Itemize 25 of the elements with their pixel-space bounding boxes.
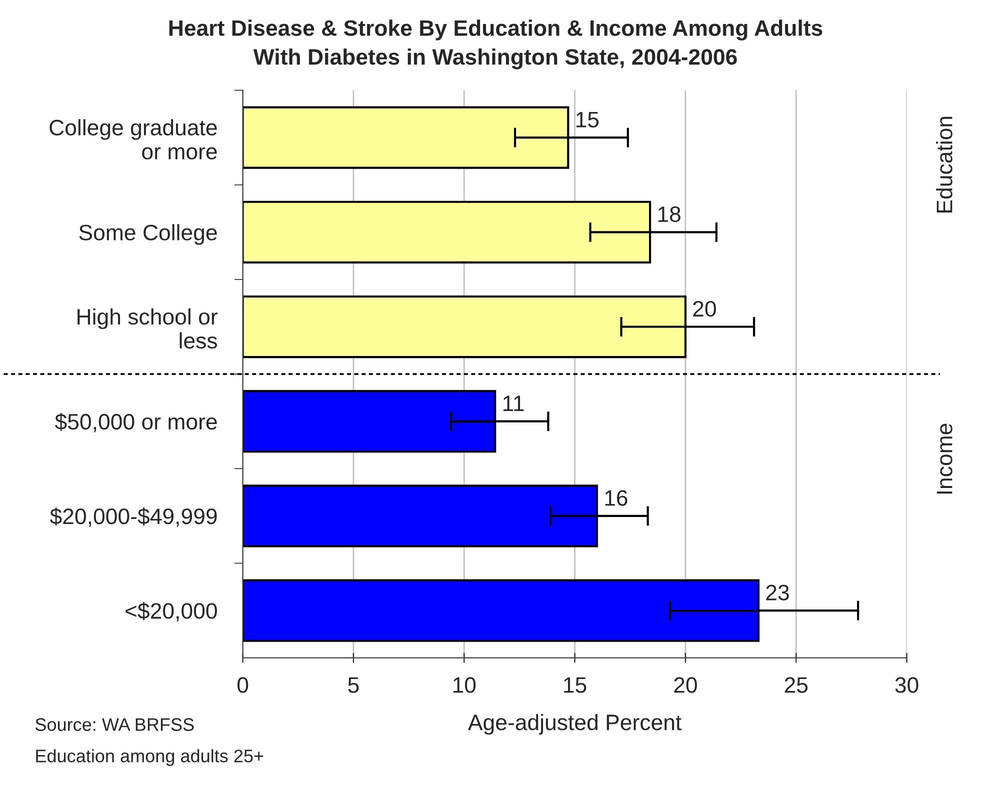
y-tick-label: $50,000 or more xyxy=(54,412,217,432)
text: Income xyxy=(936,424,952,494)
y-tick-label: Some College xyxy=(79,224,217,245)
y-tick-label: $20,000-$49,999 xyxy=(50,508,217,527)
data-label: 15 xyxy=(576,112,599,128)
data-label: 23 xyxy=(766,584,789,600)
y-tick-label: <$20,000 xyxy=(126,602,217,622)
x-tick-label: 10 xyxy=(453,677,476,693)
x-tick-label: 5 xyxy=(348,677,359,693)
data-label: 18 xyxy=(658,206,680,222)
chart-title: Heart Disease & Stroke By Education & Income Among Adults With Diabetes in Washington State, 2004-2006 xyxy=(169,20,822,70)
data-label: 20 xyxy=(693,300,716,317)
source-note: Source: WA BRFSS xyxy=(36,718,194,731)
y-tick-label: High school or less xyxy=(78,308,218,349)
text: Education xyxy=(936,116,952,212)
text: Education among adults 25+ xyxy=(36,749,264,766)
x-tick-label: 30 xyxy=(895,677,918,693)
x-tick-label: 25 xyxy=(784,677,808,693)
data-label: 11 xyxy=(503,396,524,412)
x-tick-label: 15 xyxy=(564,677,586,693)
data-label: 16 xyxy=(605,490,628,506)
y-tick-label: College graduate or more xyxy=(50,119,217,160)
x-tick-label: 0 xyxy=(237,677,248,693)
x-tick-label: 20 xyxy=(674,677,697,693)
x-axis-title: Age-adjusted Percent xyxy=(468,714,682,735)
